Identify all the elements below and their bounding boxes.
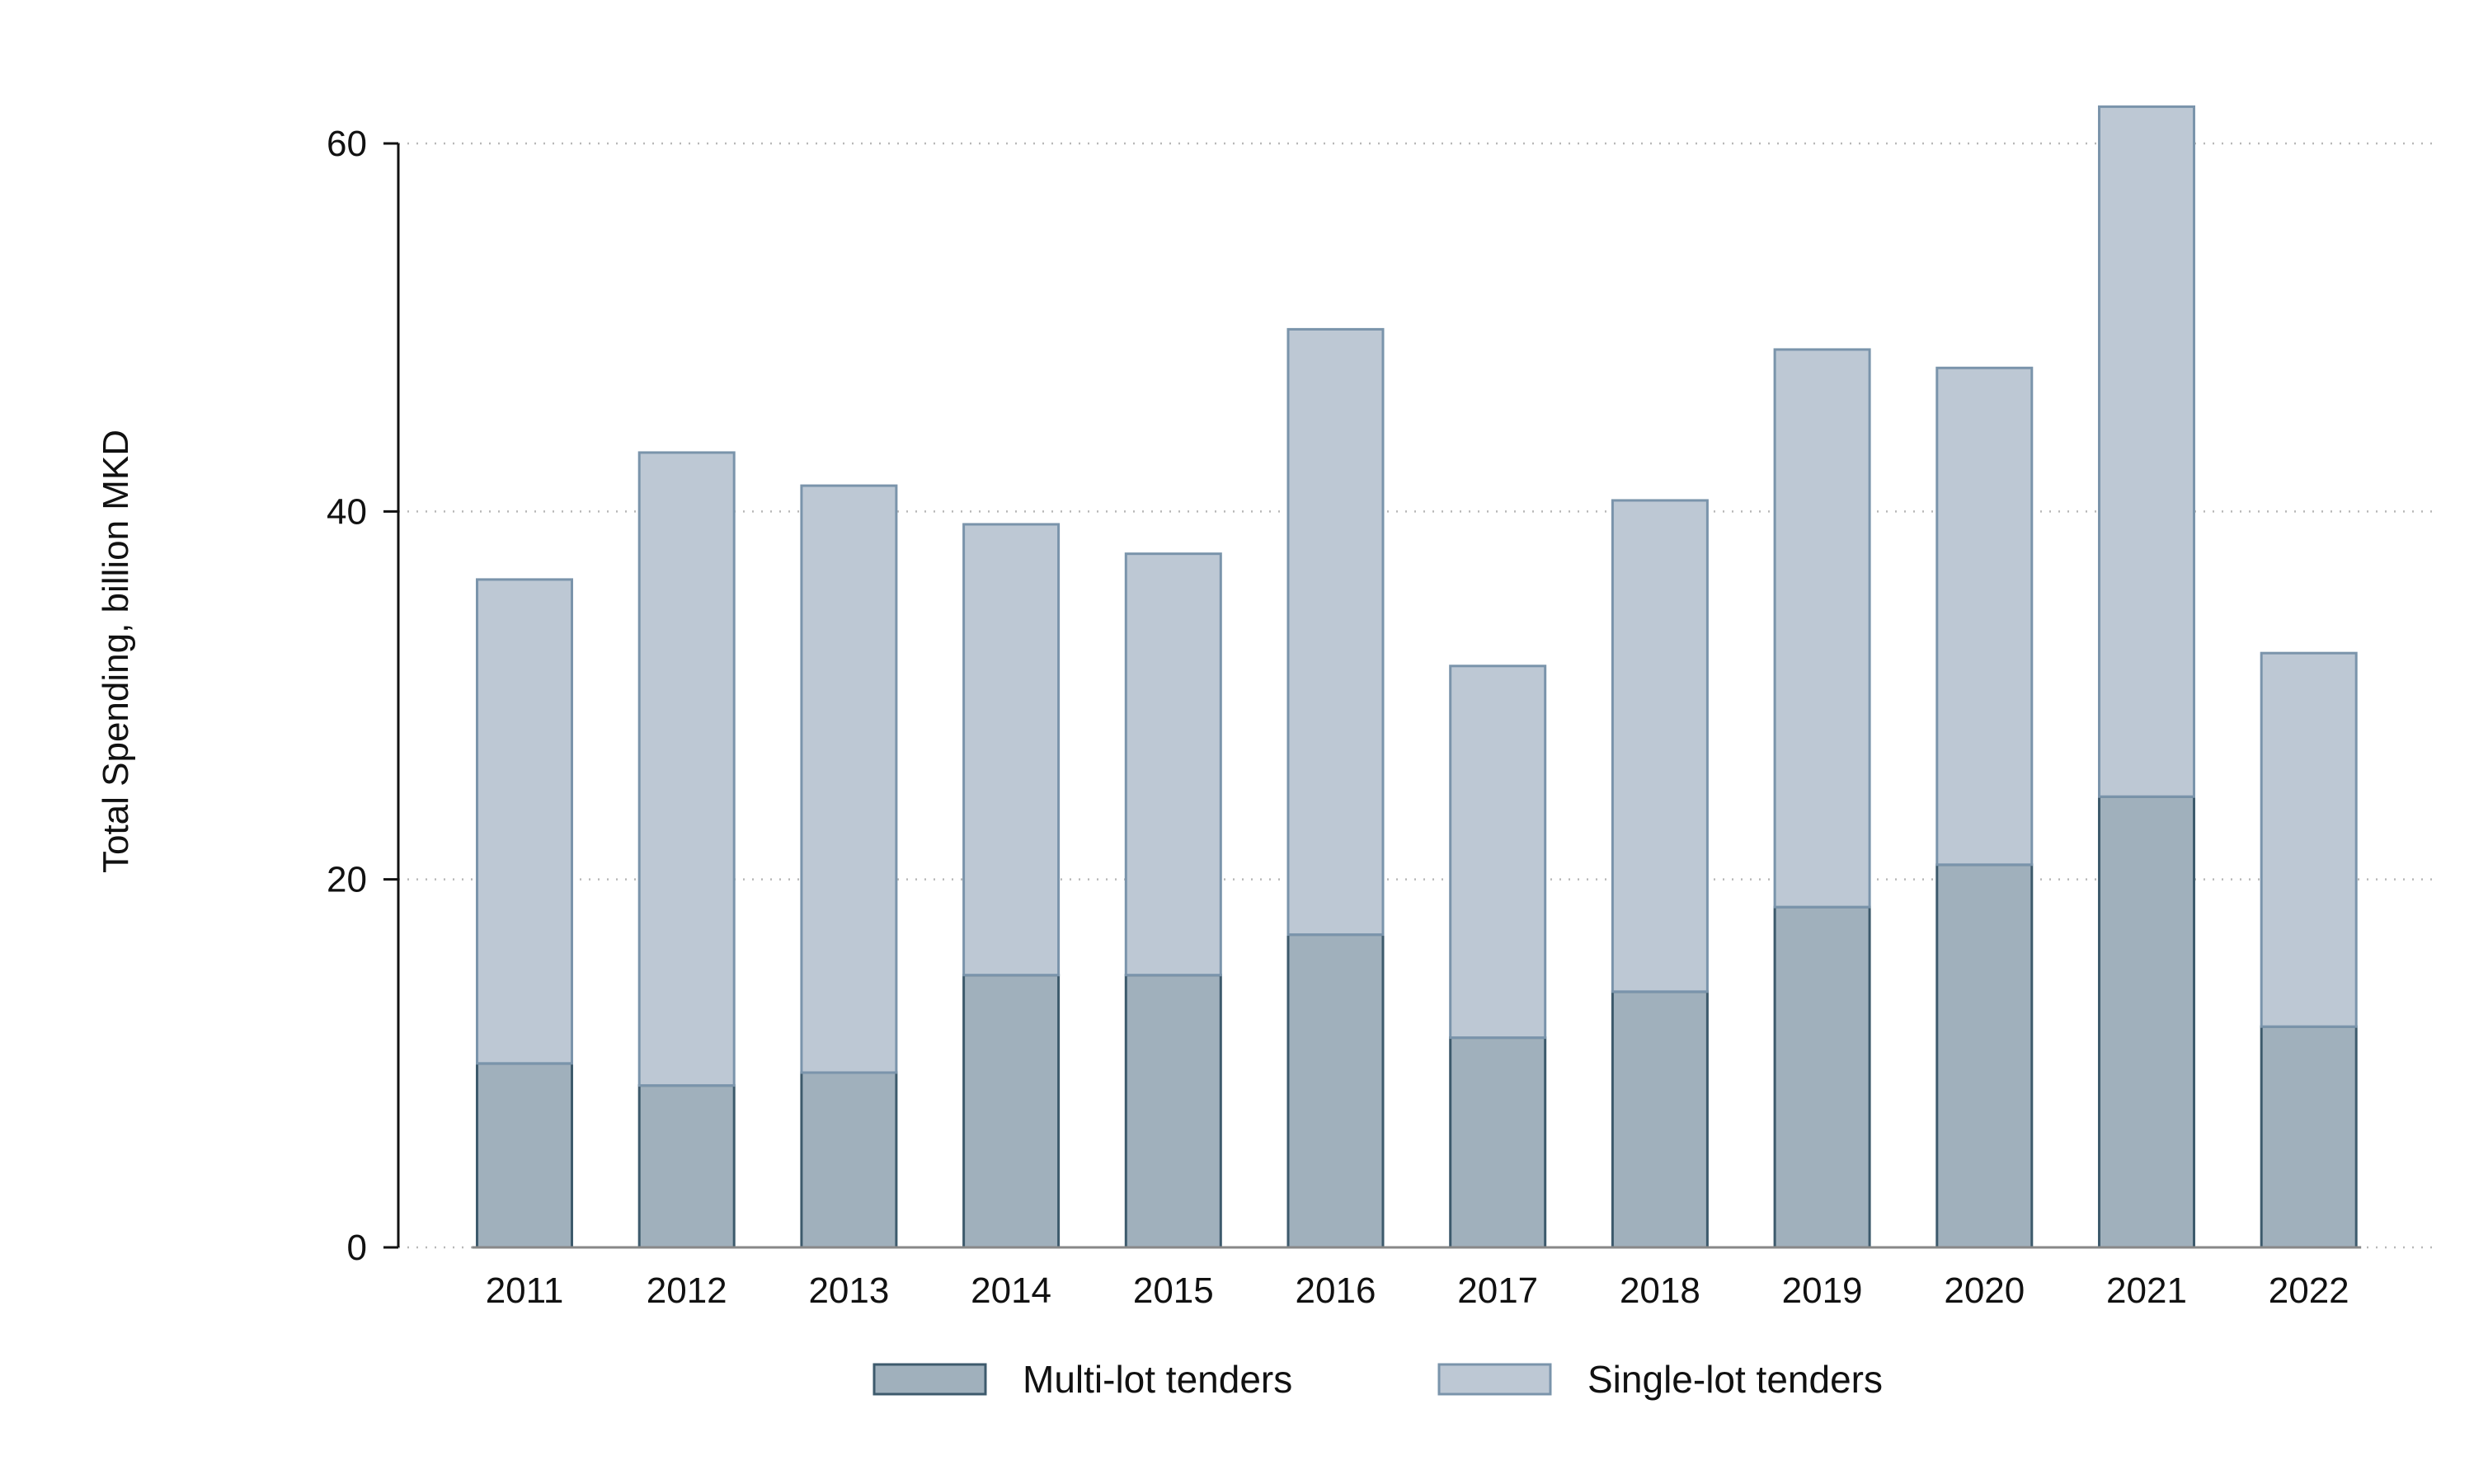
bar-single-lot xyxy=(1124,552,1222,977)
bar-single-lot xyxy=(637,451,736,1087)
bar-multi-lot xyxy=(1124,974,1222,1249)
bar-multi-lot xyxy=(1773,905,1871,1249)
bar-single-lot xyxy=(2098,105,2195,798)
legend-swatch xyxy=(872,1363,987,1396)
x-ticks: 2011 2012 2013 2014 2015 2016 2017 2018 2019 2020… xyxy=(486,1270,2349,1311)
y-tick-label: 60 xyxy=(327,124,367,164)
bar-multi-lot xyxy=(800,1071,898,1249)
legend-swatch xyxy=(1437,1363,1552,1396)
axes xyxy=(397,143,2362,1249)
bar-single-lot xyxy=(1611,499,1709,993)
x-tick-label: 2017 xyxy=(1457,1270,1538,1311)
bar-single-lot xyxy=(962,523,1061,977)
y-tick-label: 0 xyxy=(347,1228,367,1268)
y-tick-label: 40 xyxy=(327,491,367,532)
y-axis-title: Total Spending, billion MKD xyxy=(96,430,136,873)
bar-single-lot xyxy=(1286,327,1385,937)
bars xyxy=(476,105,2358,1249)
bar-single-lot xyxy=(2260,651,2358,1028)
legend-item-single-lot: Single-lot tenders xyxy=(1437,1358,1883,1401)
x-tick-label: 2018 xyxy=(1620,1270,1700,1311)
bar-multi-lot xyxy=(637,1084,736,1249)
bar-multi-lot xyxy=(962,974,1061,1249)
bar-multi-lot xyxy=(476,1062,573,1249)
legend: Multi-lot tenders Single-lot tenders xyxy=(872,1358,1883,1401)
x-tick-label: 2019 xyxy=(1782,1270,1863,1311)
bar-multi-lot xyxy=(1449,1036,1547,1249)
x-tick-label: 2016 xyxy=(1296,1270,1376,1311)
x-tick-label: 2015 xyxy=(1133,1270,1214,1311)
bar-single-lot xyxy=(476,578,573,1065)
bar-multi-lot xyxy=(1286,933,1385,1249)
bar-single-lot xyxy=(1773,348,1871,909)
x-tick-label: 2013 xyxy=(808,1270,889,1311)
x-tick-label: 2012 xyxy=(647,1270,727,1311)
bar-single-lot xyxy=(1449,665,1547,1040)
bar-multi-lot xyxy=(1935,863,2034,1249)
bar-single-lot xyxy=(800,484,898,1074)
x-tick-label: 2021 xyxy=(2106,1270,2187,1311)
bar-multi-lot xyxy=(2260,1025,2358,1249)
y-ticks: 0 20 40 60 xyxy=(327,124,398,1268)
x-tick-label: 2020 xyxy=(1944,1270,2025,1311)
legend-label: Multi-lot tenders xyxy=(1023,1358,1292,1401)
bar-multi-lot xyxy=(1611,990,1709,1249)
legend-label: Single-lot tenders xyxy=(1587,1358,1883,1401)
x-tick-label: 2022 xyxy=(2269,1270,2349,1311)
x-tick-label: 2011 xyxy=(486,1270,564,1311)
bar-multi-lot xyxy=(2098,795,2195,1249)
bar-single-lot xyxy=(1935,366,2034,866)
x-tick-label: 2014 xyxy=(971,1270,1051,1311)
legend-item-multi-lot: Multi-lot tenders xyxy=(872,1358,1292,1401)
y-tick-label: 20 xyxy=(327,860,367,900)
